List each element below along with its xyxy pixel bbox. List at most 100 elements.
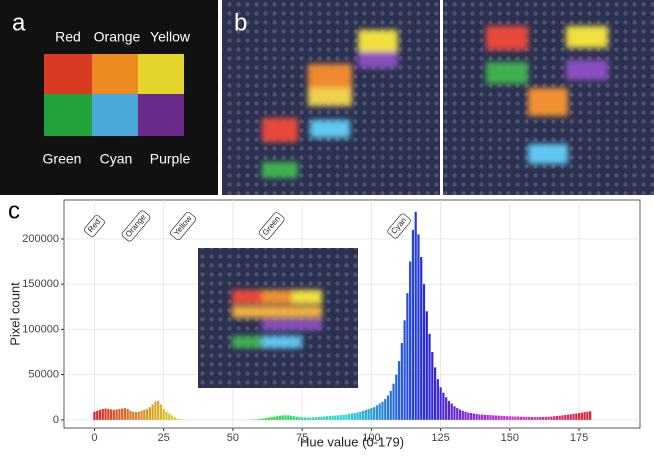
bar xyxy=(312,417,314,420)
y-tick-label: 50000 xyxy=(28,369,59,381)
bar xyxy=(132,412,134,420)
bar xyxy=(442,393,444,420)
bar xyxy=(365,410,367,420)
bar xyxy=(376,405,378,419)
bar xyxy=(500,416,502,420)
bar xyxy=(304,418,306,420)
inset-blob xyxy=(262,336,302,348)
y-tick-label: 200000 xyxy=(22,233,59,245)
bar xyxy=(93,412,95,420)
bar xyxy=(121,409,123,420)
bar xyxy=(584,412,586,420)
swatch xyxy=(92,94,138,136)
bar xyxy=(124,408,126,420)
bar xyxy=(520,417,522,420)
bar xyxy=(284,415,286,420)
bar xyxy=(348,414,350,420)
bar xyxy=(171,415,173,420)
bar xyxy=(415,212,417,420)
bar xyxy=(467,413,469,420)
panel-b: b xyxy=(222,0,440,195)
bar xyxy=(113,410,115,420)
bar xyxy=(332,416,334,420)
bar xyxy=(262,419,264,420)
bar xyxy=(428,334,430,420)
bar xyxy=(512,416,514,419)
bar xyxy=(107,409,109,420)
bar xyxy=(420,257,422,420)
bar xyxy=(550,417,552,420)
bar xyxy=(298,417,300,420)
bar xyxy=(116,409,118,419)
bar xyxy=(129,411,131,420)
bar xyxy=(315,417,317,420)
bar xyxy=(586,412,588,420)
bar xyxy=(431,352,433,420)
x-axis-label: Hue value (0-179) xyxy=(300,434,404,449)
bar xyxy=(456,408,458,420)
bar xyxy=(503,416,505,420)
bar xyxy=(476,414,478,420)
bar xyxy=(506,416,508,420)
bar xyxy=(437,379,439,420)
bar xyxy=(578,413,580,420)
bar xyxy=(478,414,480,419)
inset-blob xyxy=(262,290,292,304)
bar xyxy=(143,410,145,420)
bar xyxy=(464,412,466,420)
bar xyxy=(545,417,547,420)
inset-blob xyxy=(232,290,262,304)
bar xyxy=(387,395,389,419)
bar xyxy=(99,410,101,420)
bar xyxy=(287,415,289,420)
swatch-label: Orange xyxy=(94,29,141,45)
bar xyxy=(152,404,154,419)
bar xyxy=(525,417,527,420)
bar xyxy=(179,419,181,420)
swatch xyxy=(138,54,184,94)
panel-a: a Red Orange Yellow Green Cyan Purple xyxy=(0,0,218,195)
bar xyxy=(523,417,525,420)
bar xyxy=(406,293,408,420)
bar xyxy=(426,311,428,420)
bar xyxy=(581,413,583,420)
bar xyxy=(417,234,419,419)
swatch xyxy=(44,54,92,94)
bar xyxy=(279,416,281,420)
bar xyxy=(309,418,311,420)
bar xyxy=(260,419,262,420)
x-tick-label: 25 xyxy=(158,432,170,444)
bar xyxy=(176,419,178,420)
bar xyxy=(96,411,98,420)
bar xyxy=(548,417,550,420)
bar xyxy=(398,361,400,420)
bar xyxy=(392,384,394,420)
bar xyxy=(440,387,442,420)
swatch-label: Cyan xyxy=(100,151,133,167)
bar xyxy=(509,416,511,420)
bar xyxy=(345,414,347,419)
swatch xyxy=(138,94,184,136)
bar xyxy=(487,415,489,420)
bar xyxy=(265,418,267,420)
bar xyxy=(379,404,381,420)
inset-blob xyxy=(292,290,322,304)
bar xyxy=(462,411,464,420)
bar xyxy=(567,415,569,420)
bar xyxy=(539,417,541,420)
bar xyxy=(514,417,516,420)
bar xyxy=(495,416,497,420)
bar xyxy=(320,417,322,420)
bar xyxy=(343,415,345,420)
bar xyxy=(412,230,414,420)
bar xyxy=(138,412,140,420)
bar xyxy=(534,417,536,420)
y-tick-label: 150000 xyxy=(22,278,59,290)
inset-photo xyxy=(198,248,358,388)
bar xyxy=(301,417,303,420)
x-tick-label: 50 xyxy=(227,432,239,444)
bar xyxy=(531,417,533,420)
x-tick-label: 0 xyxy=(91,432,97,444)
